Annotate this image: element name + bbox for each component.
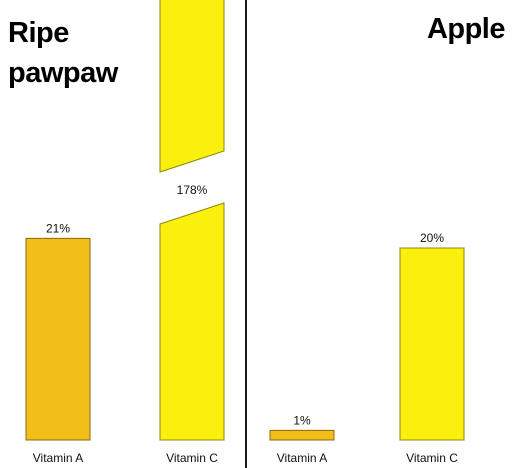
value-label-vitamin-c: 20% xyxy=(420,231,444,245)
value-label-vitamin-a: 21% xyxy=(46,221,70,235)
panel-title-line-2: pawpaw xyxy=(8,57,119,89)
panel-apple: Apple 1% Vitamin A 20% Vitamin C xyxy=(269,13,506,465)
category-label-vitamin-c: Vitamin C xyxy=(406,451,458,465)
panel-title: Apple xyxy=(427,13,505,45)
bar-vitamin-c xyxy=(399,247,465,441)
bar-vitamin-c-upper xyxy=(159,0,225,173)
bar-vitamin-a xyxy=(269,429,335,441)
panel-title-line-1: Ripe xyxy=(8,17,69,49)
category-label-vitamin-c: Vitamin C xyxy=(166,451,218,465)
category-label-vitamin-a: Vitamin A xyxy=(277,451,327,465)
bar-vitamin-c-lower xyxy=(159,202,225,441)
value-label-vitamin-a: 1% xyxy=(293,413,311,427)
value-label-vitamin-c: 178% xyxy=(177,183,208,197)
bar-vitamin-a xyxy=(25,237,91,441)
category-label-vitamin-a: Vitamin A xyxy=(33,451,83,465)
panel-ripe-pawpaw: Ripe pawpaw 21% Vitamin A 178% Vitamin C xyxy=(8,0,225,465)
